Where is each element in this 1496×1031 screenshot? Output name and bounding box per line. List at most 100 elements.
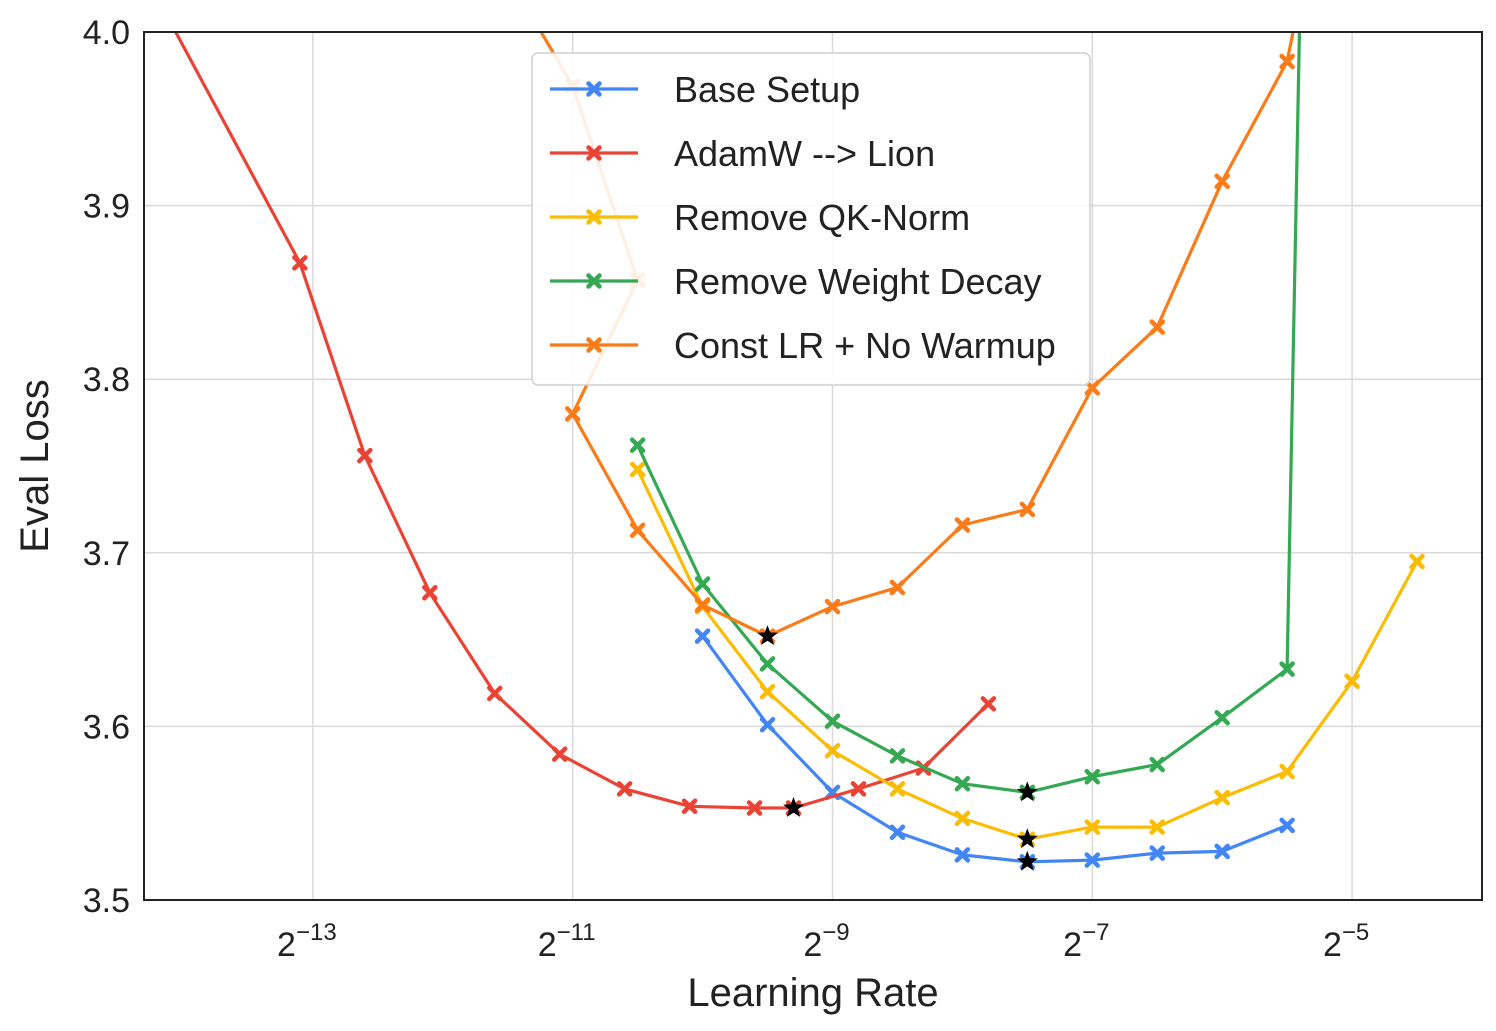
- x-tick-base: 2: [538, 926, 557, 964]
- data-point: [681, 798, 698, 815]
- legend-label: Remove Weight Decay: [674, 261, 1042, 302]
- data-point: [1149, 756, 1165, 773]
- x-tick-base: 2: [277, 926, 296, 964]
- data-point: [759, 656, 776, 672]
- data-point: [1409, 553, 1425, 570]
- legend-label: Base Setup: [674, 69, 860, 110]
- legend-marker: [586, 81, 602, 97]
- x-tick-exponent: −7: [1082, 919, 1109, 946]
- legend-marker: [586, 273, 602, 289]
- data-point: [954, 810, 971, 827]
- legend-marker: [586, 145, 602, 161]
- data-point: [824, 598, 841, 615]
- series-line: [636, 32, 1302, 794]
- data-point: [551, 746, 568, 762]
- data-point: [1084, 819, 1101, 835]
- x-tick-labels: 2−13 2−11 2−9 2−7 2−5: [277, 919, 1369, 964]
- data-point: [1279, 817, 1295, 834]
- legend-label: Const LR + No Warmup: [674, 325, 1056, 366]
- data-point: [759, 683, 776, 700]
- best-lr-star-marker: [783, 797, 804, 817]
- legend-item: AdamW --> Lion: [550, 133, 935, 174]
- x-tick-label: 2−9: [803, 919, 849, 964]
- data-point: [564, 406, 581, 422]
- data-point: [1279, 661, 1295, 677]
- data-point: [889, 781, 906, 797]
- data-point: [889, 824, 906, 841]
- data-point: [759, 716, 776, 733]
- x-tick-base: 2: [1063, 926, 1082, 964]
- y-tick-label: 3.8: [83, 361, 130, 399]
- data-point: [1214, 709, 1230, 726]
- data-point: [629, 437, 646, 453]
- legend-item: Remove Weight Decay: [550, 261, 1042, 302]
- best-lr-star-marker: [1016, 781, 1038, 802]
- legend-item: Base Setup: [550, 69, 860, 110]
- best-lr-star-marker: [1016, 850, 1038, 871]
- y-tick-label: 3.6: [83, 708, 130, 746]
- data-point: [1149, 319, 1165, 335]
- y-tick-label: 3.5: [83, 882, 130, 920]
- data-point: [422, 584, 438, 601]
- data-point: [889, 579, 906, 596]
- x-tick-label: 2−11: [538, 919, 596, 964]
- data-point: [954, 517, 971, 533]
- plot-frame: [143, 31, 1483, 901]
- data-point: [1019, 501, 1036, 518]
- data-point: [1214, 789, 1230, 806]
- y-tick-label: 3.7: [83, 535, 130, 573]
- data-point: [1084, 768, 1101, 785]
- data-point: [629, 461, 646, 478]
- data-point: [694, 628, 711, 644]
- x-tick-base: 2: [803, 926, 822, 964]
- data-point: [1149, 845, 1165, 861]
- x-axis-title: Learning Rate: [687, 971, 938, 1015]
- legend-item: Const LR + No Warmup: [550, 325, 1056, 366]
- data-point: [486, 685, 503, 702]
- data-point: [1149, 819, 1165, 835]
- x-tick-exponent: −11: [557, 919, 596, 946]
- legend-marker: [586, 209, 602, 225]
- data-point: [824, 713, 841, 729]
- data-point: [1344, 673, 1360, 690]
- data-point: [824, 742, 841, 759]
- y-tick-labels: 3.5 3.6 3.7 3.8 3.9 4.0: [83, 14, 130, 920]
- data-point: [292, 255, 308, 271]
- x-tick-exponent: −9: [822, 919, 849, 946]
- x-tick-base: 2: [1323, 926, 1342, 964]
- y-tick-label: 3.9: [83, 188, 130, 226]
- data-point: [980, 696, 997, 712]
- data-point: [357, 447, 373, 464]
- series-line: [701, 635, 1288, 864]
- data-point: [889, 748, 906, 764]
- data-point: [694, 597, 711, 613]
- series-3: [629, 32, 1302, 801]
- data-point: [746, 800, 763, 816]
- data-point: [629, 522, 646, 538]
- x-tick-exponent: −5: [1342, 919, 1369, 946]
- data-point: [1279, 763, 1295, 780]
- series-0: [694, 628, 1295, 870]
- legend-label: AdamW --> Lion: [674, 133, 935, 174]
- legend-item: Remove QK-Norm: [550, 197, 970, 238]
- data-point: [694, 576, 711, 592]
- data-point: [1279, 53, 1295, 70]
- y-tick-label: 4.0: [83, 14, 130, 52]
- data-point: [1084, 852, 1101, 868]
- legend: Base Setup AdamW --> Lion Remove QK-Norm Re…: [531, 52, 1091, 386]
- data-point: [1214, 843, 1230, 860]
- data-point: [1214, 173, 1230, 190]
- best-marker-layer: [757, 625, 1038, 871]
- data-point: [850, 781, 867, 797]
- x-tick-label: 2−13: [277, 919, 337, 964]
- x-tick-exponent: −13: [296, 919, 337, 946]
- data-point: [616, 781, 633, 797]
- x-tick-label: 2−7: [1063, 919, 1109, 964]
- data-point: [954, 847, 971, 863]
- best-lr-star-marker: [1016, 828, 1038, 849]
- y-axis-title: Eval Loss: [13, 379, 57, 552]
- x-tick-label: 2−5: [1323, 919, 1369, 964]
- legend-marker: [586, 337, 602, 353]
- legend-box: [531, 52, 1091, 386]
